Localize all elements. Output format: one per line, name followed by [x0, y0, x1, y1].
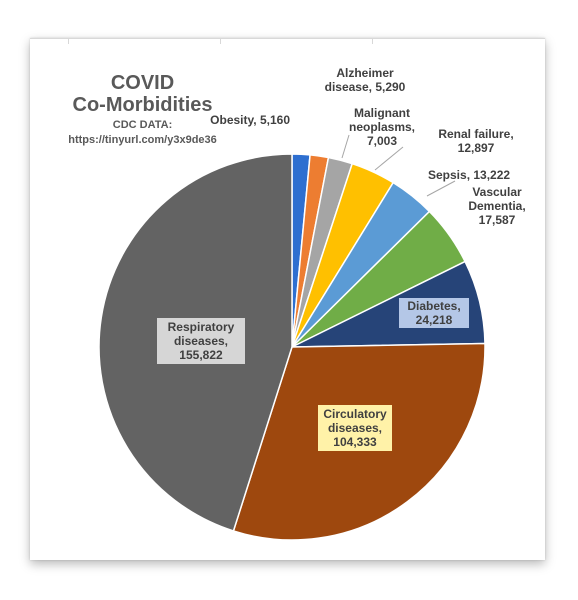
sheet-column-divider [372, 38, 373, 44]
label-line: diseases, [327, 421, 383, 435]
label-line: Dementia, [468, 199, 526, 213]
leader-lines [341, 134, 456, 197]
data-label-malignant-neoplasms: Malignant neoplasms, 7,003 [342, 106, 422, 148]
chart-title-line-2: Co-Morbidities [72, 94, 213, 116]
label-line: Diabetes, [407, 299, 461, 313]
label-line: diseases, [173, 334, 229, 348]
label-line: Respiratory [167, 320, 235, 334]
label-line: Obesity, 5,160 [210, 113, 290, 127]
data-label-sepsis: Sepsis, 13,222 [428, 168, 510, 182]
label-line: disease, 5,290 [324, 80, 406, 94]
chart-title-line-1: COVID [110, 72, 175, 94]
label-line: Alzheimer [336, 66, 394, 80]
label-line: Renal failure, [438, 127, 514, 141]
data-label-obesity: Obesity, 5,160 [210, 113, 290, 127]
chart-title-block: COVID Co-Morbidities CDC DATA: https://t… [40, 72, 245, 146]
label-line: 17,587 [478, 213, 516, 227]
label-line: Vascular [472, 185, 522, 199]
label-line: 24,218 [415, 313, 453, 327]
leader-line [426, 180, 456, 197]
data-label-diabetes: Diabetes, 24,218 [399, 298, 469, 328]
label-line: Malignant [354, 106, 410, 120]
chart-subtitle-line-1: CDC DATA: [112, 119, 173, 131]
chart-subtitle-line-2: https://tinyurl.com/y3x9de36 [68, 134, 217, 146]
sheet-gridline-top [30, 38, 545, 39]
label-line: 7,003 [366, 134, 398, 148]
data-label-vascular-dementia: Vascular Dementia, 17,587 [462, 185, 532, 227]
leader-line [374, 146, 404, 171]
label-line: neoplasms, [348, 120, 416, 134]
leader-line [341, 134, 350, 159]
sheet-column-divider [68, 38, 69, 44]
data-label-alzheimer: Alzheimer disease, 5,290 [315, 66, 415, 94]
label-line: Sepsis, 13,222 [428, 168, 511, 182]
data-label-renal-failure: Renal failure, 12,897 [428, 127, 524, 155]
sheet-column-divider [220, 38, 221, 44]
label-line: Circulatory [323, 407, 387, 421]
label-line: 155,822 [179, 348, 223, 362]
label-line: 12,897 [457, 141, 495, 155]
data-label-circulatory-diseases: Circulatory diseases, 104,333 [318, 405, 392, 451]
label-line: 104,333 [333, 435, 377, 449]
data-label-respiratory-diseases: Respiratory diseases, 155,822 [157, 318, 245, 364]
